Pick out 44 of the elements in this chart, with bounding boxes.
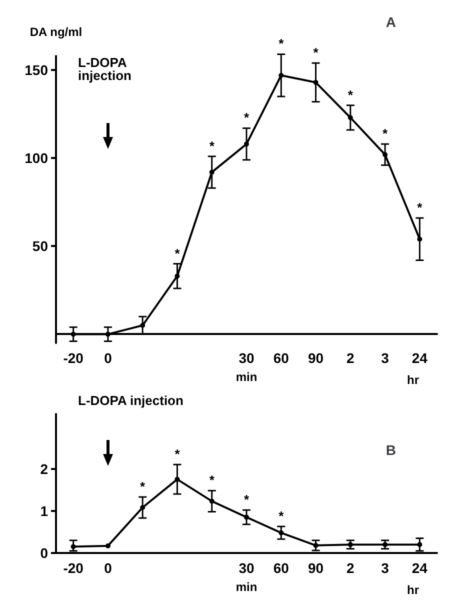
y-tick-label: 150 xyxy=(24,62,48,78)
data-label: * xyxy=(313,45,320,60)
x-axis-title: min xyxy=(236,370,258,384)
y-tick-label: 100 xyxy=(24,150,48,166)
data-label: * xyxy=(174,246,181,261)
x-tick-label: 2 xyxy=(346,560,355,576)
data-label: * xyxy=(209,472,216,488)
x-tick-label: 3 xyxy=(381,350,390,366)
x-tick-label: 30 xyxy=(238,560,254,576)
x-tick-label: 3 xyxy=(381,560,390,576)
x-tick-label: 0 xyxy=(104,560,112,576)
annotation: L-DOPA injection xyxy=(78,55,132,83)
x-tick-label: 24 xyxy=(412,350,428,366)
y-axis-title: DA ng/ml xyxy=(30,25,82,39)
data-label: * xyxy=(174,446,181,462)
y-tick-label: 1 xyxy=(40,502,48,519)
data-label: * xyxy=(244,110,250,126)
x-tick-label: 60 xyxy=(273,350,290,366)
data-label: * xyxy=(244,492,250,508)
x-tick-label: 90 xyxy=(308,350,324,366)
x-tick-label: -20 xyxy=(63,350,84,366)
data-label: * xyxy=(382,126,389,142)
x-tick-label: 60 xyxy=(273,560,290,576)
x-tick-label: 2 xyxy=(346,350,355,366)
text: L-DOPA injection xyxy=(78,393,184,408)
data-label: * xyxy=(140,478,146,494)
text: hr xyxy=(407,373,420,387)
x-tick-label: 24 xyxy=(412,560,428,576)
x-tick-label: -20 xyxy=(63,560,84,576)
data-label: * xyxy=(348,87,354,102)
text: hr xyxy=(407,583,420,597)
y-tick-label: 2 xyxy=(40,460,48,477)
data-label: * xyxy=(278,36,285,52)
data-label: * xyxy=(278,508,285,524)
x-tick-label: 0 xyxy=(104,350,112,366)
y-tick-label: 0 xyxy=(40,545,48,561)
x-tick-label: 30 xyxy=(238,350,254,366)
text: B xyxy=(386,442,396,458)
x-tick-label: 90 xyxy=(308,560,324,576)
chart-title: A xyxy=(386,14,396,30)
y-tick-label: 50 xyxy=(32,238,48,254)
data-label: * xyxy=(417,200,424,215)
x-axis-title: min xyxy=(236,580,258,594)
data-label: * xyxy=(209,138,216,154)
